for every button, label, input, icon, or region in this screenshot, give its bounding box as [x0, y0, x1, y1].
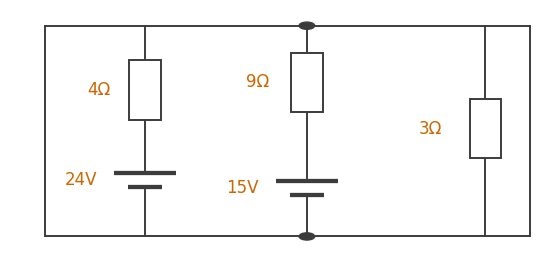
- Bar: [129, 60, 161, 120]
- Text: 3Ω: 3Ω: [419, 120, 442, 137]
- Text: 24V: 24V: [65, 171, 97, 189]
- Circle shape: [299, 22, 315, 29]
- Bar: [291, 53, 323, 112]
- Text: 4Ω: 4Ω: [87, 81, 110, 99]
- Circle shape: [299, 233, 315, 240]
- Text: 15V: 15V: [227, 179, 259, 197]
- Bar: [470, 99, 501, 158]
- Text: 9Ω: 9Ω: [246, 73, 270, 91]
